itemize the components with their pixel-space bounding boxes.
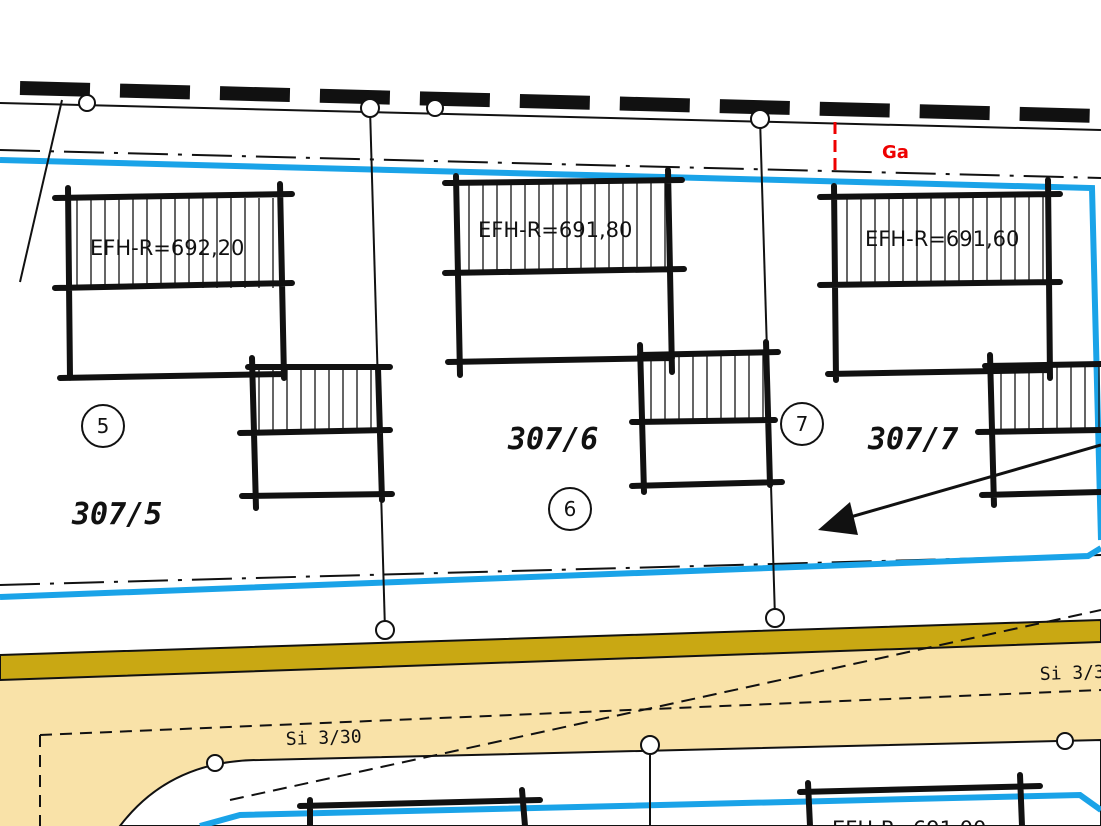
lot-circles xyxy=(81,402,824,531)
parcel-number: 307/5 xyxy=(71,497,162,532)
lot-number: 5 xyxy=(97,414,110,438)
dashed-line xyxy=(39,689,1101,736)
boundary-line xyxy=(0,102,1101,131)
height-label: EFH-R=691,80 xyxy=(478,218,632,242)
boundary-dashed xyxy=(19,81,1101,123)
height-label: EFH-R=692,20 xyxy=(90,236,244,260)
garage-label: Ga xyxy=(882,142,909,163)
road-curb xyxy=(0,618,1101,682)
lot-number: 7 xyxy=(796,412,809,436)
parcel-number: 307/7 xyxy=(867,422,958,457)
road-label: Si 3/3 xyxy=(1039,662,1101,685)
dashed-line xyxy=(229,609,1101,801)
height-label: EFH-R=691,60 xyxy=(865,227,1019,251)
height-label: EFH-R=691,00 xyxy=(832,817,986,826)
dash-dot-line xyxy=(0,149,1101,179)
parcel-number: 307/6 xyxy=(507,422,598,457)
building-line xyxy=(199,791,1101,826)
lot-number: 6 xyxy=(564,497,577,521)
buildings xyxy=(52,167,1101,826)
road-label: Si 3/30 xyxy=(285,726,362,750)
